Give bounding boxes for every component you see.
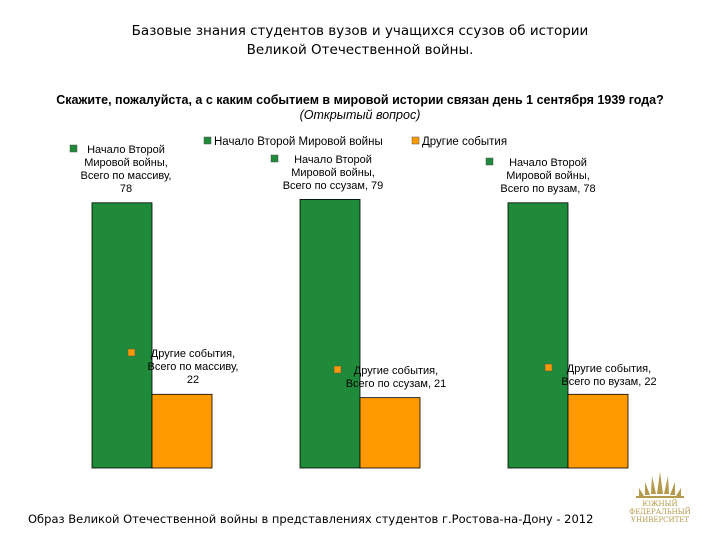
bar-wwii-1 [299,198,361,469]
legend-marker-0 [203,136,212,145]
data-label-other-0-line: Всего по массиву, [148,361,239,373]
footer-caption: Образ Великой Отечественной войны в пред… [28,512,594,526]
logo-text-line2: ФЕДЕРАЛЬНЫЙ [629,508,691,516]
data-label-other-1-line: Другие события, [354,365,438,377]
data-label-other-0-line: Другие события, [151,348,235,360]
bar-wwii-2 [507,202,569,469]
data-label-other-0: Другие события, Всего по массиву, 22 [148,348,239,386]
slide-title: Базовые знания студентов вузов и учащихс… [60,22,660,60]
survey-question: Скажите, пожалуйста, а с каким событием … [20,93,700,123]
bar-other-2 [567,393,629,469]
logo-text-line1: ЮЖНЫЙ [642,500,678,508]
data-label-marker-wwii-0 [69,144,78,153]
data-label-other-2-line: Всего по вузам, 22 [561,376,656,388]
bar-other-1 [359,397,421,469]
logo-text: ЮЖНЫЙ ФЕДЕРАЛЬНЫЙ УНИВЕРСИТЕТ [612,500,708,524]
data-label-wwii-0-line: Всего по массиву, [81,170,172,182]
data-label-wwii-0-line: 78 [120,183,132,195]
data-label-wwii-2-line: Всего по вузам, 78 [500,183,595,195]
data-label-marker-other-0 [127,348,136,357]
data-label-wwii-0-line: Мировой войны, [84,157,168,169]
slide-title-line2: Великой Отечественной войны. [246,42,474,58]
data-label-wwii-1-line: Начало Второй [294,154,372,166]
bar-other-0 [151,393,213,469]
question-text: Скажите, пожалуйста, а с каким событием … [56,93,664,107]
data-label-wwii-0-line: Начало Второй [87,144,165,156]
data-label-marker-wwii-2 [485,157,494,166]
slide-title-line1: Базовые знания студентов вузов и учащихс… [131,23,589,39]
data-label-wwii-1: Начало Второй Мировой войны, Всего по ссуз… [283,154,384,192]
data-label-wwii-2: Начало Второй Мировой войны, Всего по вуза… [500,157,595,195]
data-label-wwii-1-line: Всего по ссузам, 79 [283,180,384,192]
question-note: (Открытый вопрос) [299,108,421,122]
university-logo-icon [636,472,684,498]
bar-wwii-0 [91,202,153,469]
data-label-marker-wwii-1 [270,154,279,163]
data-label-wwii-2-line: Мировой войны, [506,170,590,182]
legend-label-1: Другие события [422,136,507,148]
legend-label-0: Начало Второй Мировой войны [214,136,383,148]
data-label-other-0-line: 22 [187,374,199,386]
data-label-wwii-0: Начало Второй Мировой войны, Всего по масс… [81,144,172,195]
data-label-marker-other-2 [544,363,553,372]
legend-marker-1 [411,136,420,145]
logo-text-line3: УНИВЕРСИТЕТ [630,516,690,524]
data-label-other-1-line: Всего по ссузам, 21 [346,378,447,390]
data-label-other-2: Другие события, Всего по вузам, 22 [561,363,656,388]
data-label-wwii-1-line: Мировой войны, [291,167,375,179]
data-label-marker-other-1 [333,365,342,374]
data-label-other-2-line: Другие события, [567,363,651,375]
data-label-other-1: Другие события, Всего по ссузам, 21 [346,365,447,390]
data-label-wwii-2-line: Начало Второй [509,157,587,169]
